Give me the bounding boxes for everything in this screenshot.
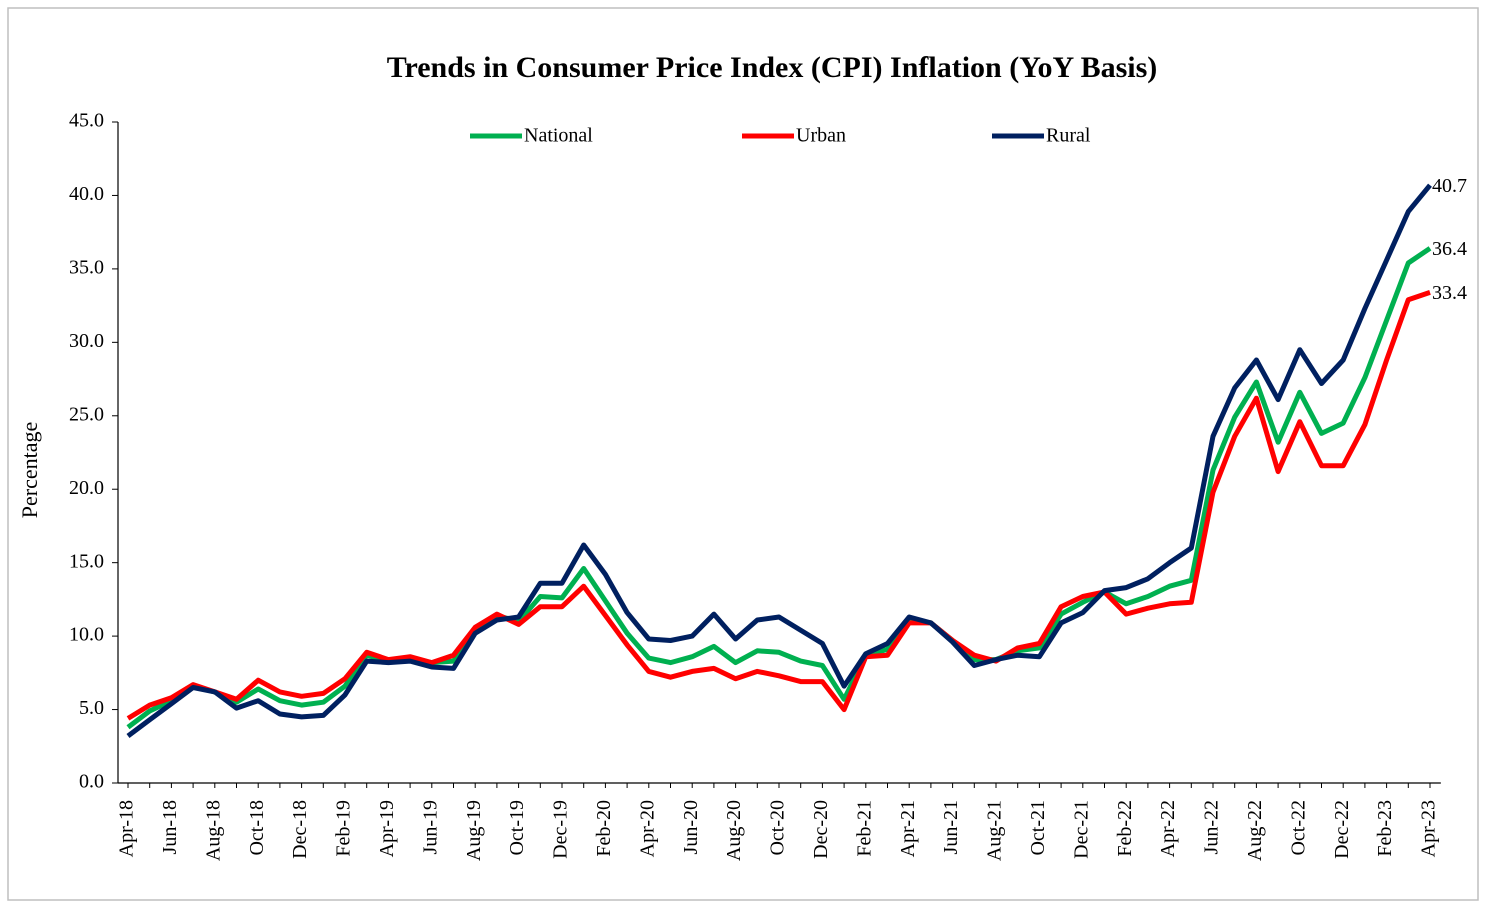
y-tick-label: 0.0 <box>79 771 104 793</box>
series-line <box>126 183 1432 739</box>
x-tick-label: Jun-20 <box>680 800 702 854</box>
x-tick-label: Apr-23 <box>1418 800 1440 857</box>
x-tick-label: Oct-20 <box>767 800 789 856</box>
legend-label: Urban <box>796 125 846 147</box>
y-tick-label: 35.0 <box>69 256 104 278</box>
x-tick-label: Jun-18 <box>159 800 181 854</box>
x-tick-label: Aug-18 <box>202 800 224 861</box>
x-tick-label: Feb-19 <box>333 800 355 857</box>
x-tick-label: Apr-18 <box>116 800 138 857</box>
x-tick-label: Feb-21 <box>853 800 875 857</box>
legend-label: National <box>524 125 593 147</box>
y-tick-label: 25.0 <box>69 403 104 425</box>
x-tick-label: Oct-18 <box>246 800 268 856</box>
chart-title: Trends in Consumer Price Index (CPI) Inf… <box>387 51 1158 84</box>
y-tick-label: 30.0 <box>69 330 104 352</box>
x-tick-label: Dec-21 <box>1070 800 1092 859</box>
series-line <box>126 290 1431 721</box>
data-label: 33.4 <box>1432 282 1467 304</box>
x-tick-label: Dec-22 <box>1331 800 1353 859</box>
x-tick-label: Dec-18 <box>289 800 311 859</box>
y-axis-label: Percentage <box>17 422 42 519</box>
x-tick-label: Jun-19 <box>419 800 441 854</box>
y-tick-label: 10.0 <box>69 624 104 646</box>
x-tick-label: Aug-19 <box>463 800 485 861</box>
x-tick-label: Jun-22 <box>1201 800 1223 854</box>
x-tick-label: Aug-22 <box>1244 800 1266 861</box>
y-tick-label: 5.0 <box>79 697 104 719</box>
data-label: 40.7 <box>1432 175 1467 197</box>
y-tick-label: 45.0 <box>69 110 104 132</box>
legend-label: Rural <box>1046 125 1091 147</box>
x-tick-label: Apr-22 <box>1157 800 1179 857</box>
x-tick-label: Dec-19 <box>550 800 572 859</box>
x-tick-label: Apr-19 <box>376 800 398 857</box>
x-tick-label: Aug-21 <box>984 800 1006 861</box>
y-tick-label: 20.0 <box>69 477 104 499</box>
x-tick-label: Apr-20 <box>636 800 658 857</box>
x-tick-label: Dec-20 <box>810 800 832 859</box>
data-label: 36.4 <box>1432 238 1467 260</box>
x-tick-label: Apr-21 <box>897 800 919 857</box>
x-tick-label: Oct-19 <box>506 800 528 856</box>
x-tick-label: Oct-22 <box>1287 800 1309 856</box>
x-tick-label: Aug-20 <box>723 800 745 861</box>
y-tick-label: 15.0 <box>69 550 104 572</box>
x-tick-label: Jun-21 <box>940 800 962 854</box>
x-tick-label: Oct-21 <box>1027 800 1049 856</box>
x-tick-label: Feb-23 <box>1374 800 1396 857</box>
y-tick-label: 40.0 <box>69 183 104 205</box>
x-tick-label: Feb-20 <box>593 800 615 857</box>
x-tick-label: Feb-22 <box>1114 800 1136 857</box>
chart-frame <box>7 7 1479 901</box>
series-line <box>126 246 1432 730</box>
